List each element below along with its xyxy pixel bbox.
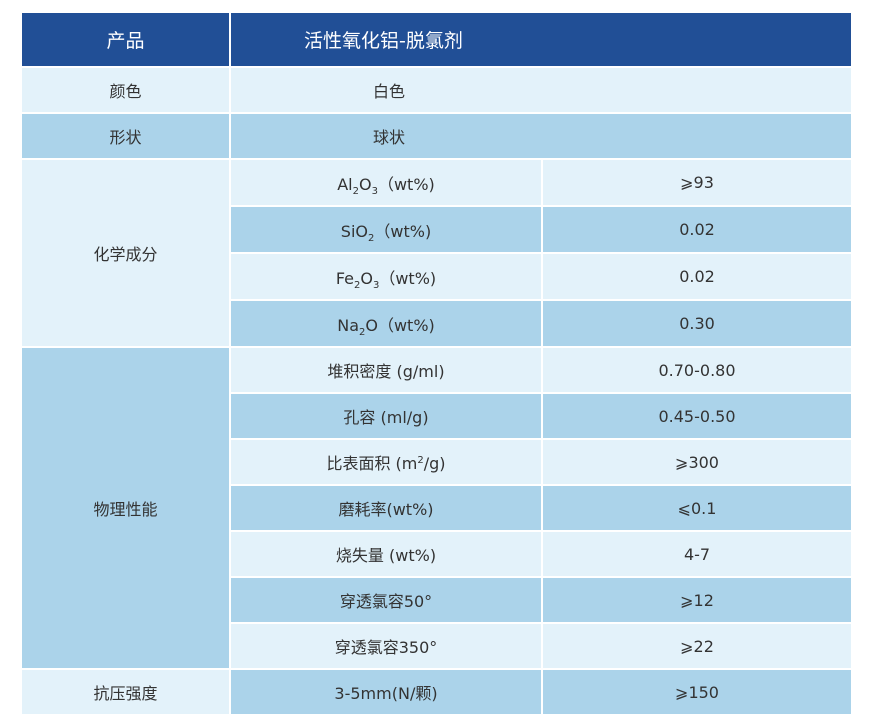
table-row: 穿透氯容350° ⩾22 — [22, 624, 852, 668]
row-color: 颜色 白色 — [22, 68, 852, 112]
table-row: SiO2（wt%) 0.02 — [22, 207, 852, 252]
chem-property: Al2O3（wt%) — [231, 160, 541, 205]
table-row: Na2O（wt%) 0.30 — [22, 301, 852, 346]
table-row: 穿透氯容50° ⩾12 — [22, 578, 852, 622]
row-shape: 形状 球状 — [22, 114, 852, 158]
table-row: 比表面积 (m2/g) ⩾300 — [22, 440, 852, 484]
phys-value: ⩾12 — [543, 578, 852, 622]
table-row: 物理性能 堆积密度 (g/ml) 0.70-0.80 — [22, 348, 852, 668]
phys-property: 比表面积 (m2/g) — [231, 440, 541, 484]
group-label-physical: 物理性能 — [22, 348, 229, 668]
phys-property: 磨耗率(wt%) — [231, 486, 541, 530]
phys-value: ⩾300 — [543, 440, 852, 484]
chem-property: Fe2O3（wt%) — [231, 254, 541, 299]
phys-property: 穿透氯容350° — [231, 624, 541, 668]
strength-value: ⩾150 — [543, 670, 852, 714]
row-label: 颜色 — [22, 68, 229, 112]
phys-property: 堆积密度 (g/ml) — [231, 348, 541, 392]
chem-value: 0.02 — [543, 207, 852, 252]
chem-value: 0.02 — [543, 254, 852, 299]
row-value: 球状 — [231, 114, 852, 158]
table-row: 烧失量 (wt%) 4-7 — [22, 532, 852, 576]
product-name: 活性氧化铝-脱氯剂 — [231, 13, 852, 66]
strength-property: 3-5mm(N/颗) — [231, 670, 541, 714]
chem-value: ⩾93 — [543, 160, 852, 205]
header-row: 产品 活性氧化铝-脱氯剂 — [22, 13, 852, 66]
row-label: 抗压强度 — [22, 670, 229, 714]
phys-value: 0.70-0.80 — [543, 348, 852, 392]
phys-property: 穿透氯容50° — [231, 578, 541, 622]
group-label-chemical: 化学成分 — [22, 160, 229, 346]
chem-property: SiO2（wt%) — [231, 207, 541, 252]
table-row: 磨耗率(wt%) ⩽0.1 — [22, 486, 852, 530]
table-row: 孔容 (ml/g) 0.45-0.50 — [22, 394, 852, 438]
phys-property: 孔容 (ml/g) — [231, 394, 541, 438]
row-strength: 抗压强度 3-5mm(N/颗) ⩾150 — [22, 670, 852, 714]
product-spec-table: 产品 活性氧化铝-脱氯剂 颜色 白色 形状 球状 化学成分 Al2O3（wt%)… — [20, 11, 853, 716]
phys-value: ⩽0.1 — [543, 486, 852, 530]
header-label: 产品 — [22, 13, 229, 66]
phys-value: ⩾22 — [543, 624, 852, 668]
table-row: Fe2O3（wt%) 0.02 — [22, 254, 852, 299]
chem-value: 0.30 — [543, 301, 852, 346]
chem-property: Na2O（wt%) — [231, 301, 541, 346]
row-label: 形状 — [22, 114, 229, 158]
phys-value: 0.45-0.50 — [543, 394, 852, 438]
phys-property: 烧失量 (wt%) — [231, 532, 541, 576]
table-row: 化学成分 Al2O3（wt%) ⩾93 — [22, 160, 852, 346]
phys-value: 4-7 — [543, 532, 852, 576]
row-value: 白色 — [231, 68, 852, 112]
